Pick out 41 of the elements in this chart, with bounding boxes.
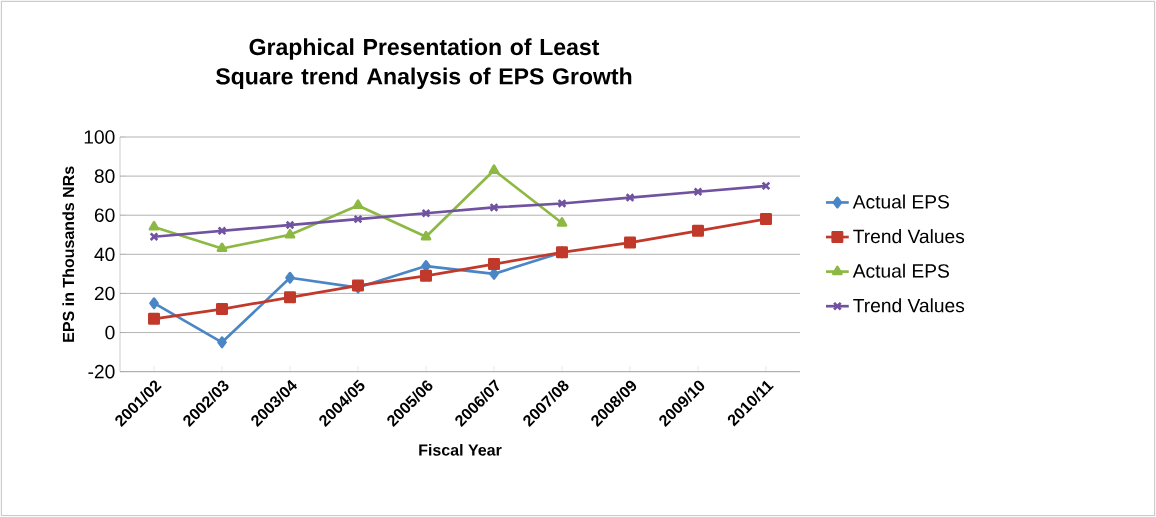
point: [557, 198, 567, 209]
point: [693, 187, 703, 197]
point: [284, 228, 296, 239]
y-tick-label: 20: [94, 286, 115, 301]
y-tick-label: -20: [88, 364, 115, 379]
point: [148, 220, 160, 231]
x-axis-title: Fiscal Year: [419, 443, 502, 456]
legend-label: Trend Values: [853, 298, 965, 313]
point: [217, 226, 227, 236]
point: [691, 224, 704, 237]
point: [216, 242, 228, 253]
point: [759, 213, 773, 226]
y-axis-title: EPS in Thousands NRs: [62, 166, 75, 342]
point: [217, 336, 227, 349]
point: [421, 208, 431, 218]
y-tick-label: 60: [94, 208, 115, 223]
point: [284, 291, 297, 304]
point: [285, 220, 295, 230]
y-tick-label: 0: [105, 325, 115, 340]
point: [624, 236, 637, 249]
y-tick-label: 80: [94, 169, 115, 183]
point: [489, 202, 499, 213]
legend-label: Actual EPS: [852, 263, 949, 278]
legend-label: Trend Values: [853, 229, 965, 244]
chart-title: Graphical Presentation of Least Square trend Analysis of EPS Growth: [216, 38, 632, 90]
point: [420, 269, 433, 282]
point: [149, 297, 159, 310]
point: [556, 217, 568, 227]
point: [148, 312, 161, 325]
point: [216, 303, 229, 316]
point: [488, 258, 501, 271]
point: [149, 232, 159, 242]
point: [420, 230, 432, 241]
point: [625, 192, 635, 203]
y-tick-label: 40: [94, 247, 115, 262]
legend-label: Actual EPS: [852, 194, 949, 209]
point: [285, 271, 295, 284]
y-tick-label: 100: [84, 130, 115, 144]
point: [353, 214, 363, 224]
point: [352, 199, 364, 210]
point: [488, 164, 500, 174]
